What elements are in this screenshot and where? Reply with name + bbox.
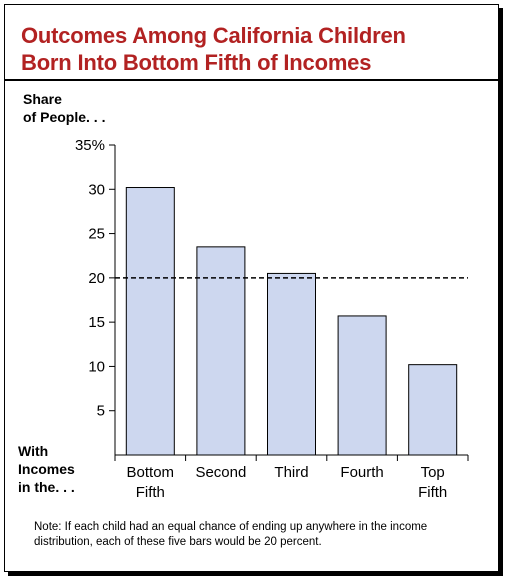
bar [267, 272, 316, 456]
y-tick-label: 15 [88, 314, 105, 331]
x-tick-label: Third [274, 464, 308, 481]
y-tick-label: 30 [88, 181, 105, 198]
x-axis-label: With [18, 443, 48, 459]
x-axis-label: in the. . . [18, 479, 75, 495]
x-axis-label: Incomes [18, 461, 75, 477]
x-tick-label: Top [421, 464, 445, 481]
chart-note: Note: If each child had an equal chance … [34, 521, 428, 548]
chart-title-line-2: Born Into Bottom Fifth of Incomes [21, 50, 372, 75]
chart-frame: Outcomes Among California Children Born … [4, 4, 499, 572]
x-tick-label: Fourth [340, 464, 383, 481]
x-tick-label: Fifth [418, 484, 447, 501]
y-axis-label: of People. . . [23, 109, 105, 125]
x-tick-label: Bottom [127, 464, 175, 481]
bar [125, 187, 175, 456]
y-tick-label: 35% [75, 137, 105, 154]
y-tick-label: 5 [97, 403, 105, 420]
y-tick-label: 10 [88, 358, 105, 375]
bar [408, 364, 458, 456]
y-tick-label: 20 [88, 270, 105, 287]
x-tick-label: Fifth [136, 484, 165, 501]
bar [337, 315, 387, 456]
y-tick-label: 25 [88, 226, 105, 243]
x-tick-label: Second [195, 464, 246, 481]
y-axis-label: Share [23, 91, 62, 107]
chart-title-line-1: Outcomes Among California Children [21, 23, 406, 48]
bar [196, 246, 246, 456]
title-band: Outcomes Among California Children Born … [5, 5, 498, 81]
